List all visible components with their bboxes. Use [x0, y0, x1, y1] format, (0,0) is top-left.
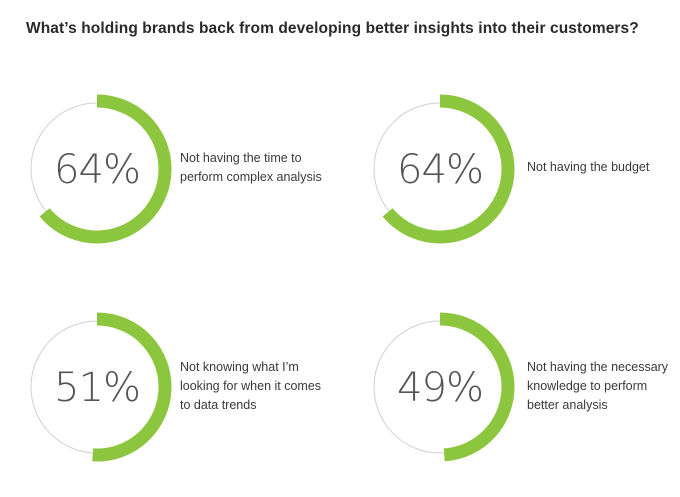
label-line: perform complex analysis	[180, 170, 322, 184]
label-line: Not having the time to	[180, 151, 302, 165]
donut-ring: 64%	[30, 94, 172, 244]
donut-arc	[382, 94, 515, 244]
stat-item: 64% Not having the time to perform compl…	[24, 94, 354, 244]
donut-ring: 49%	[373, 312, 515, 462]
donut-ring: 51%	[30, 312, 172, 462]
label-line: looking for when it comes	[180, 379, 322, 393]
stat-item: 64% Not having the budget	[370, 94, 670, 244]
percent-value: 51%	[54, 365, 140, 411]
donut-arc	[439, 312, 515, 462]
donut-arc	[39, 94, 172, 244]
percent-value: 64%	[397, 147, 483, 193]
label-line: knowledge to perform	[527, 379, 648, 393]
stat-label: Not having the necessary knowledge to pe…	[527, 358, 680, 415]
label-line: Not having the necessary	[527, 360, 669, 374]
percent-value: 49%	[397, 365, 483, 411]
donut-ring: 64%	[373, 94, 515, 244]
stat-item: 51% Not knowing what I’m looking for whe…	[24, 312, 354, 462]
stat-label: Not knowing what I’m looking for when it…	[180, 358, 350, 415]
label-line: to data trends	[180, 398, 257, 412]
label-line: Not having the budget	[527, 160, 650, 174]
percent-value: 64%	[54, 147, 140, 193]
donut-arc	[92, 312, 172, 462]
stat-item: 49% Not having the necessary knowledge t…	[370, 312, 670, 462]
label-line: better analysis	[527, 398, 608, 412]
chart-title: What’s holding brands back from developi…	[26, 20, 639, 37]
stat-label: Not having the budget	[527, 158, 680, 177]
label-line: Not knowing what I’m	[180, 360, 299, 374]
stat-label: Not having the time to perform complex a…	[180, 149, 350, 187]
